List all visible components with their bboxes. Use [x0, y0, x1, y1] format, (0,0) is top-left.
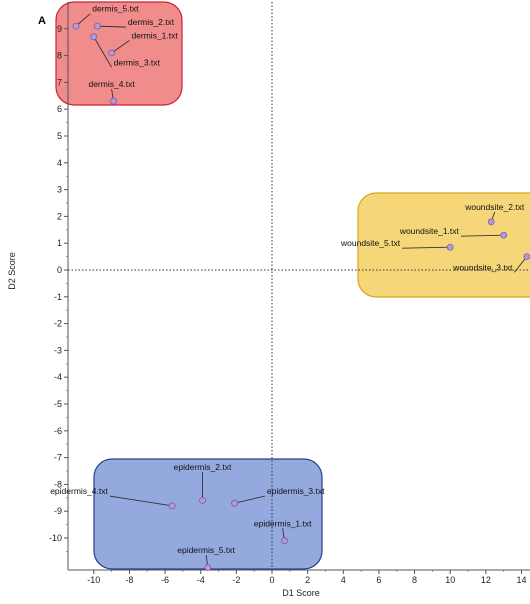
y-tick-label: 2 [57, 211, 62, 221]
x-tick-label: -6 [161, 575, 169, 585]
x-tick-label: 10 [445, 575, 455, 585]
point-label: woundsite_5.txt [340, 238, 401, 248]
leader-line [93, 36, 113, 68]
leader-line [460, 234, 504, 237]
epidermis-point [204, 564, 212, 571]
y-tick-label: -2 [54, 319, 62, 329]
group-regions [55, 1, 530, 570]
point-label: dermis_2.txt [128, 17, 175, 27]
y-tick-label: 7 [57, 77, 62, 87]
y-tick-label: 5 [57, 131, 62, 141]
y-tick-label: -9 [54, 506, 62, 516]
woundsite-point [446, 243, 454, 251]
reference-lines [68, 2, 530, 570]
leader-line [97, 25, 126, 28]
woundsite-point [523, 253, 530, 260]
y-tick-label: -6 [54, 426, 62, 436]
dermis-point [93, 22, 101, 30]
y-tick-label: -10 [49, 533, 62, 543]
point-label: epidermis_3.txt [267, 486, 325, 496]
y-axis-title: D2 Score [7, 252, 17, 290]
point-label: woundsite_3.txt [452, 262, 513, 272]
x-tick-label: -8 [125, 575, 133, 585]
x-tick-label: 12 [481, 575, 491, 585]
leader-line [402, 246, 451, 249]
epidermis-point [199, 497, 206, 504]
point-label: dermis_3.txt [114, 57, 161, 67]
x-tick-label: 0 [269, 575, 274, 585]
data-points: dermis_5.txt dermis_2.txt dermis_1.txtderm… [50, 4, 530, 571]
y-tick-label: 4 [57, 158, 62, 168]
epidermis-point [231, 499, 238, 507]
x-tick-label: 2 [305, 575, 310, 585]
x-tick-label: 4 [341, 575, 346, 585]
y-tick-label: -1 [54, 292, 62, 302]
woundsite-point [500, 231, 508, 239]
y-tick-label: -8 [54, 479, 62, 489]
point-label: dermis_5.txt [92, 4, 139, 14]
leader-line [109, 495, 173, 507]
y-tick-label: 6 [57, 104, 62, 114]
point-label: woundsite_1.txt [399, 226, 460, 236]
y-tick-label: -3 [54, 345, 62, 355]
x-tick-label: -2 [232, 575, 240, 585]
y-tick-label: -5 [54, 399, 62, 409]
dermis-point [108, 49, 116, 57]
y-tick-label: 3 [57, 185, 62, 195]
x-tick-label: 6 [376, 575, 381, 585]
dermis-point [90, 33, 98, 41]
point-label: epidermis_4.txt [50, 486, 108, 496]
dermis-region [55, 1, 183, 106]
y-tick-label: 8 [57, 51, 62, 61]
y-tick-label: 0 [57, 265, 62, 275]
point-label: epidermis_5.txt [177, 545, 235, 555]
dermis-point [72, 22, 80, 30]
leader-line [234, 495, 265, 504]
point-label: woundsite_2.txt [464, 202, 525, 212]
epidermis-point [281, 537, 288, 545]
dermis-point [110, 97, 117, 105]
point-label: epidermis_1.txt [254, 518, 312, 528]
epidermis-point [168, 502, 176, 510]
panel-label: A [38, 15, 46, 27]
y-tick-label: 1 [57, 238, 62, 248]
x-tick-label: -4 [197, 575, 205, 585]
x-tick-label: 8 [412, 575, 417, 585]
y-tick-label: -7 [54, 453, 62, 463]
point-label: dermis_1.txt [131, 31, 178, 41]
woundsite-point [487, 218, 495, 226]
point-label: epidermis_2.txt [174, 462, 232, 472]
leader-line [111, 40, 130, 54]
y-tick-label: -4 [54, 372, 62, 382]
x-axis-title: D1 Score [282, 588, 320, 598]
woundsite-region [357, 192, 530, 298]
x-tick-label: -10 [87, 575, 100, 585]
x-tick-label: 14 [516, 575, 526, 585]
y-tick-label: 9 [57, 24, 62, 34]
point-label: dermis_4.txt [88, 79, 135, 89]
